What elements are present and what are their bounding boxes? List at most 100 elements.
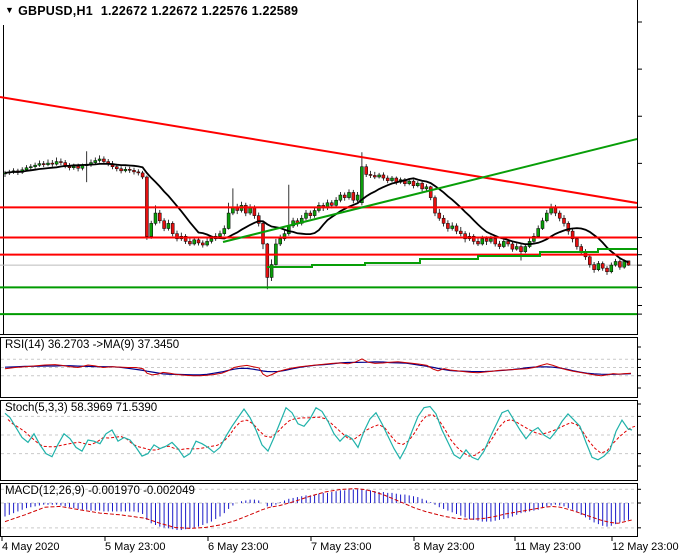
ohlc-values: 1.22672 1.22672 1.22576 1.22589 — [100, 4, 299, 18]
candle-up — [536, 228, 540, 237]
candle-down — [119, 168, 123, 172]
main-chart-pane[interactable] — [0, 0, 638, 335]
time-axis-label: 6 May 23:00 — [208, 541, 269, 553]
candle-down — [566, 223, 571, 232]
candle-down — [579, 246, 583, 252]
candle-up — [355, 194, 360, 201]
candle-down — [330, 202, 334, 206]
chart-title: ▼ GBPUSD,H1 1.22672 1.22672 1.22576 1.2258… — [5, 4, 298, 18]
candle-down — [132, 170, 136, 173]
candle-down — [592, 264, 596, 270]
candle-up — [377, 174, 381, 178]
rsi-pane-label: RSI(14) 36.2703 ->MA(9) 37.3450 — [5, 339, 180, 351]
candle-up — [545, 212, 549, 222]
candle-up — [502, 241, 506, 247]
candle-down — [41, 163, 46, 165]
candle-down — [252, 207, 257, 216]
candle-down — [196, 239, 201, 244]
candle-down — [562, 217, 566, 224]
candle-up — [549, 207, 553, 214]
candle-up — [269, 264, 274, 278]
candle-up — [304, 212, 308, 219]
candle-down — [364, 166, 368, 175]
candle-up — [360, 166, 364, 204]
candle-up — [46, 162, 50, 165]
time-axis-label: 11 May 23:00 — [515, 541, 581, 553]
candle-down — [446, 223, 450, 229]
symbol-dropdown-icon[interactable]: ▼ — [5, 5, 15, 15]
candle-down — [102, 158, 106, 162]
candle-down — [59, 161, 63, 163]
candlestick-series — [3, 151, 631, 290]
candle-up — [24, 167, 29, 171]
candle-up — [532, 235, 536, 242]
candle-up — [514, 246, 519, 250]
candle-up — [416, 182, 420, 187]
candle-down — [50, 162, 55, 165]
time-axis-label: 8 May 23:00 — [414, 541, 475, 553]
price-scale[interactable]: 1.273101.263951.254801.245651.218051.237… — [638, 0, 700, 538]
candle-up — [37, 163, 42, 166]
candle-up — [282, 233, 287, 240]
candle-down — [140, 172, 145, 178]
candle-down — [261, 223, 265, 245]
candle-up — [192, 239, 196, 245]
time-axis-label: 7 May 23:00 — [311, 541, 372, 553]
macd-pane[interactable] — [0, 483, 638, 537]
descending-resistance-trendline — [0, 95, 638, 204]
candle-up — [480, 238, 485, 245]
candle-down — [557, 212, 562, 219]
candle-down — [493, 238, 497, 245]
candle-up — [209, 238, 214, 242]
candle-down — [420, 182, 424, 190]
ascending-support-trendline — [222, 138, 638, 243]
candle-down — [158, 212, 162, 222]
candle-down — [600, 263, 605, 269]
candle-up — [248, 207, 252, 214]
candle-down — [411, 180, 416, 187]
candle-up — [407, 180, 411, 184]
candle-down — [510, 243, 515, 250]
candle-down — [428, 186, 433, 198]
candle-down — [170, 223, 175, 234]
candle-up — [226, 212, 231, 229]
candle-up — [450, 225, 454, 229]
candle-down — [342, 194, 347, 198]
time-scale[interactable]: 4 May 2020 5 May 23:00 6 May 23:00 7 May 23… — [0, 538, 700, 560]
candle-down — [381, 174, 386, 179]
macd-histogram — [4, 489, 629, 531]
pane-border — [0, 337, 638, 398]
candle-down — [588, 256, 592, 265]
candle-down — [575, 238, 579, 247]
candle-up — [33, 164, 37, 167]
candle-up — [123, 169, 128, 172]
candle-down — [605, 267, 609, 273]
candle-up — [54, 161, 59, 165]
candle-down — [368, 174, 373, 176]
candle-up — [153, 212, 158, 224]
candle-down — [471, 235, 476, 242]
price-scale-ticks — [1, 21, 642, 541]
candle-down — [183, 235, 188, 242]
symbol-period-label: GBPUSD,H1 — [18, 4, 93, 18]
candle-down — [265, 243, 270, 278]
candle-down — [351, 192, 356, 201]
stoch-k-line — [4, 405, 633, 461]
candle-up — [347, 192, 351, 198]
candle-up — [540, 220, 545, 229]
candle-down — [373, 175, 377, 178]
candle-down — [618, 261, 622, 268]
candle-down — [162, 220, 166, 229]
candle-down — [127, 169, 132, 171]
stoch-pane[interactable] — [0, 400, 638, 481]
candle-down — [519, 246, 523, 252]
candle-down — [497, 243, 502, 247]
stepped-support-line — [267, 248, 637, 268]
candle-up — [29, 166, 33, 168]
candle-up — [312, 210, 317, 216]
candle-down — [463, 233, 467, 240]
candle-up — [205, 241, 209, 246]
rsi-pane[interactable] — [0, 337, 638, 398]
